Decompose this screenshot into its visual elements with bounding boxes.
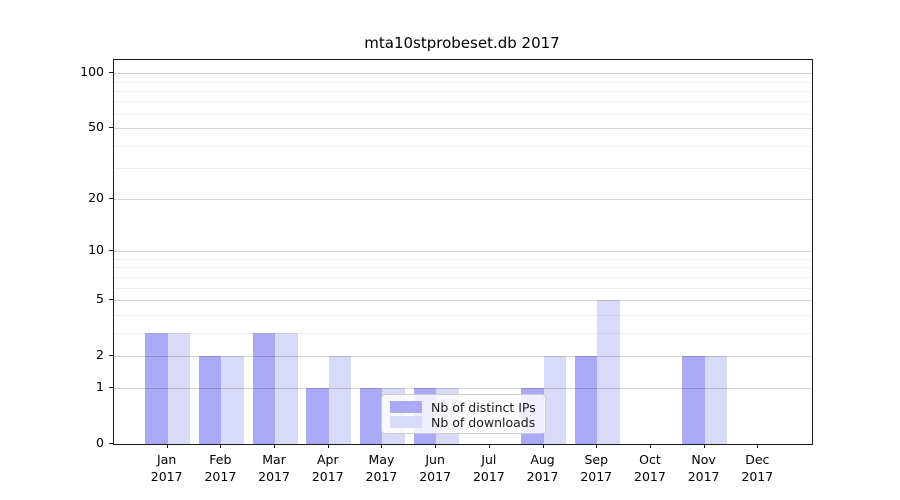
legend: Nb of distinct IPs Nb of downloads	[381, 394, 546, 434]
x-tick-mark	[649, 444, 651, 448]
minor-gridline-9	[114, 258, 812, 260]
x-tick-label-mar: Mar 2017	[258, 452, 290, 484]
minor-gridline-7	[114, 276, 812, 278]
y-tick-label-5: 5	[96, 291, 104, 307]
x-tick-mark	[381, 444, 383, 448]
plot-area: Nb of distinct IPs Nb of downloads	[113, 59, 813, 445]
x-tick-label-may: May 2017	[365, 452, 398, 484]
major-gridline-5	[114, 300, 812, 302]
minor-gridline-8	[114, 267, 812, 269]
minor-gridline-30	[114, 168, 812, 170]
x-tick-label-jun: Jun 2017	[419, 452, 452, 484]
major-gridline-10	[114, 251, 812, 253]
y-tick-mark	[109, 250, 113, 252]
major-gridline-20	[114, 199, 812, 201]
legend-row-downloads: Nb of downloads	[390, 414, 537, 430]
bar-may-ips	[359, 388, 383, 444]
bar-aug-downloads	[543, 355, 567, 444]
x-tick-label-jan: Jan 2017	[150, 452, 183, 484]
x-tick-label-sep: Sep 2017	[580, 452, 613, 484]
bar-apr-ips	[306, 388, 329, 444]
bar-mar-ips	[252, 332, 276, 444]
major-gridline-50	[114, 128, 812, 130]
x-tick-mark	[166, 444, 168, 448]
x-tick-mark	[435, 444, 437, 448]
bar-sep-downloads	[597, 300, 620, 444]
bar-jan-downloads	[167, 332, 191, 444]
x-tick-mark	[542, 444, 544, 448]
y-tick-label-20: 20	[88, 190, 104, 206]
bar-apr-downloads	[328, 355, 352, 444]
legend-label-downloads: Nb of downloads	[431, 414, 536, 430]
chart-title: mta10stprobeset.db 2017	[364, 34, 560, 52]
x-tick-mark	[596, 444, 598, 448]
minor-gridline-40	[114, 145, 812, 147]
x-tick-mark	[703, 444, 705, 448]
x-tick-label-apr: Apr 2017	[311, 452, 344, 484]
y-tick-mark	[109, 299, 113, 301]
x-tick-mark	[274, 444, 276, 448]
bar-mar-downloads	[275, 332, 298, 444]
y-tick-label-0: 0	[96, 435, 104, 450]
legend-label-ips: Nb of distinct IPs	[431, 399, 536, 415]
y-tick-mark	[109, 127, 113, 129]
y-tick-mark	[109, 354, 113, 356]
y-tick-label-10: 10	[88, 242, 104, 258]
bar-feb-downloads	[221, 355, 244, 444]
bar-nov-ips	[682, 355, 705, 444]
x-tick-label-aug: Aug 2017	[526, 452, 559, 484]
y-tick-mark	[109, 72, 113, 74]
minor-gridline-90	[114, 81, 812, 83]
bar-sep-ips	[574, 355, 598, 444]
minor-gridline-6	[114, 287, 812, 289]
y-tick-label-50: 50	[88, 119, 104, 135]
minor-gridline-70	[114, 101, 812, 103]
y-tick-label-100: 100	[80, 64, 104, 80]
legend-swatch-ips	[390, 401, 422, 413]
minor-gridline-3	[114, 332, 812, 334]
x-tick-label-nov: Nov 2017	[687, 452, 720, 484]
x-tick-label-feb: Feb 2017	[204, 452, 237, 484]
minor-gridline-60	[114, 113, 812, 115]
legend-row-ips: Nb of distinct IPs	[390, 399, 537, 415]
x-tick-label-jul: Jul 2017	[472, 452, 505, 484]
y-tick-mark	[109, 387, 113, 389]
bar-feb-ips	[198, 355, 222, 444]
y-tick-mark	[109, 198, 113, 200]
x-tick-mark	[757, 444, 759, 448]
y-tick-mark	[109, 443, 113, 444]
legend-swatch-downloads	[390, 416, 422, 428]
x-tick-mark	[327, 444, 329, 448]
x-tick-mark	[220, 444, 222, 448]
bar-jan-ips	[145, 332, 168, 444]
x-tick-mark	[488, 444, 490, 448]
x-tick-label-oct: Oct 2017	[634, 452, 666, 484]
minor-gridline-4	[114, 314, 812, 316]
minor-gridline-80	[114, 90, 812, 92]
y-tick-label-2: 2	[96, 346, 104, 362]
bar-nov-downloads	[704, 355, 728, 444]
major-gridline-100	[114, 73, 812, 75]
y-tick-label-1: 1	[96, 379, 104, 395]
x-tick-label-dec: Dec 2017	[741, 452, 774, 484]
